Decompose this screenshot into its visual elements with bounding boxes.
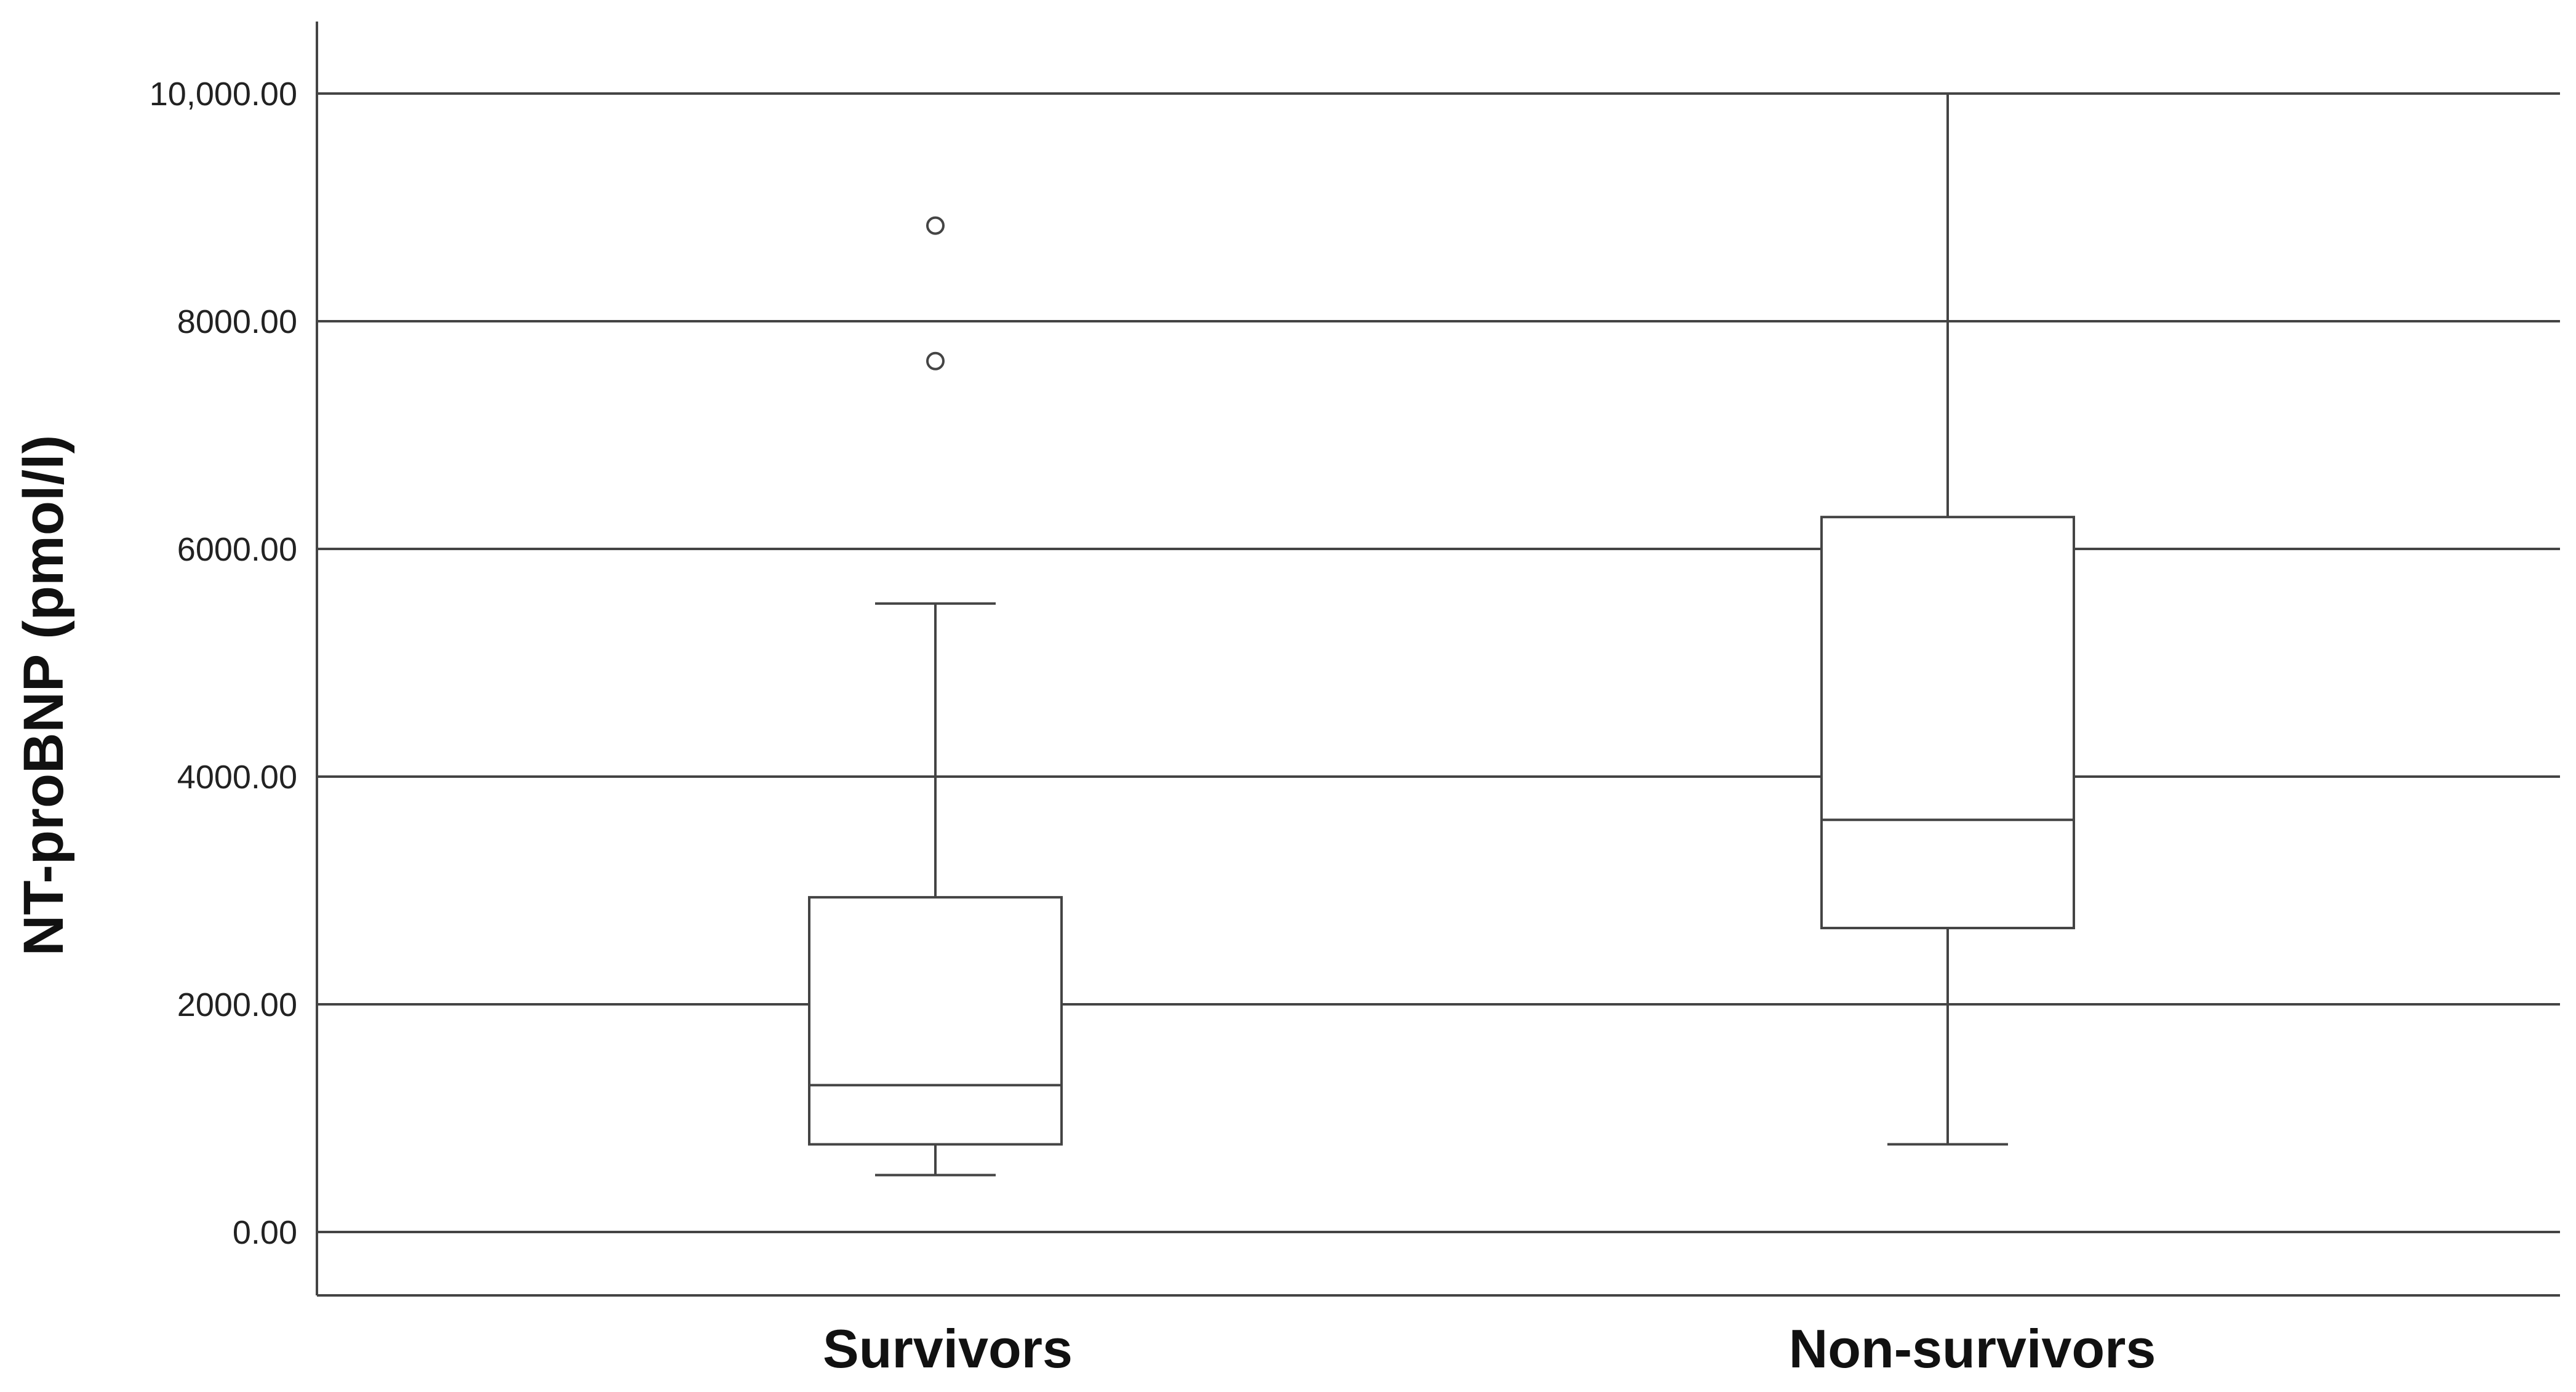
y-axis-title: NT-proBNP (pmol/l) (12, 435, 75, 956)
x-category-label: Survivors (823, 1318, 1073, 1379)
y-tick-label: 4000.00 (177, 759, 297, 796)
box-non-survivors (1820, 92, 2075, 1146)
outlier-point (926, 351, 945, 370)
y-tick-label: 10,000.00 (150, 76, 297, 113)
boxes (808, 92, 2075, 1177)
x-category-label: Non-survivors (1789, 1318, 2156, 1379)
iqr-box (808, 896, 1063, 1146)
box-survivors (808, 216, 1063, 1177)
axes (316, 22, 2560, 1297)
y-tick-label: 8000.00 (177, 303, 297, 340)
iqr-box (1820, 516, 2075, 930)
y-tick-label: 0.00 (233, 1214, 297, 1251)
x-category-labels: Survivors Non-survivors (823, 1318, 2156, 1379)
outlier-point (926, 216, 945, 235)
gridlines (317, 92, 2560, 1233)
y-tick-label: 2000.00 (177, 986, 297, 1023)
y-tick-label: 6000.00 (177, 531, 297, 568)
y-tick-labels: 0.00 2000.00 4000.00 6000.00 8000.00 10,000.0… (150, 76, 297, 1251)
